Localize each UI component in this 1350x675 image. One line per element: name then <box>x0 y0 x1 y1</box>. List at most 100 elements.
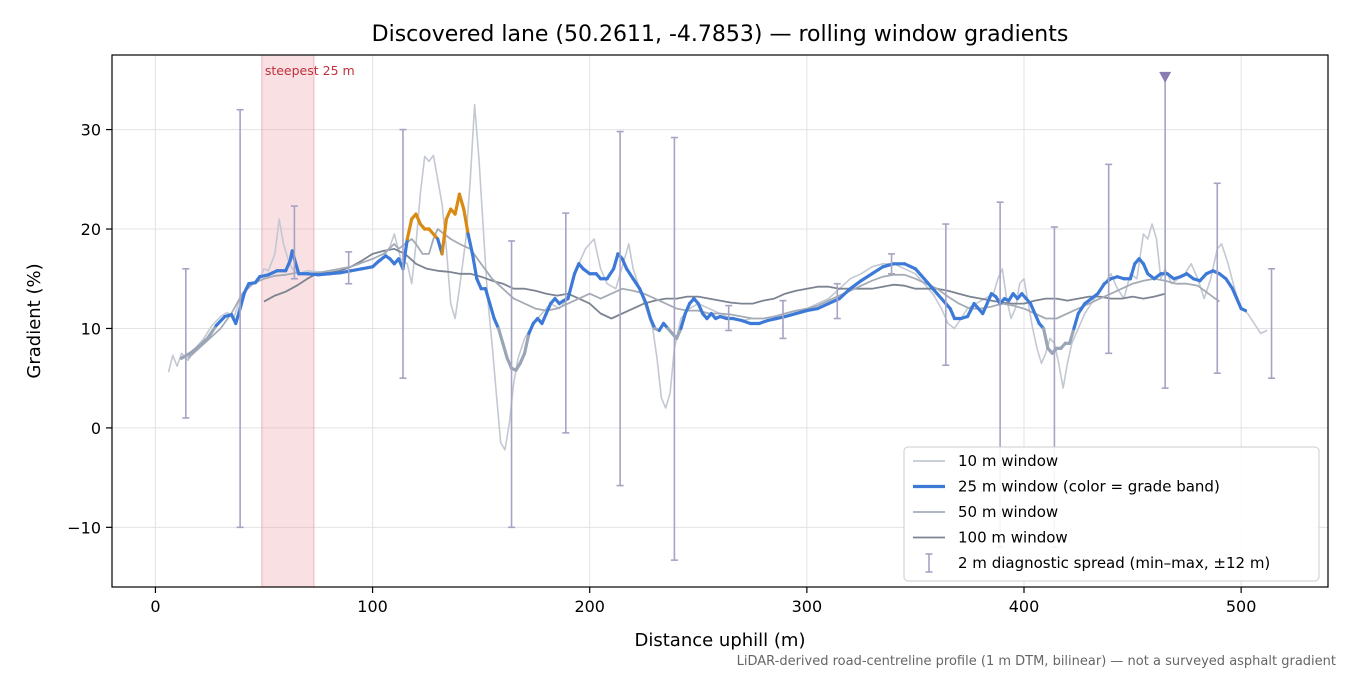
y-tick-label: 30 <box>81 121 101 140</box>
x-tick-label: 100 <box>357 597 388 616</box>
legend-label: 100 m window <box>958 529 1068 547</box>
x-axis-label: Distance uphill (m) <box>635 630 806 651</box>
series-25m-window-segment <box>1028 301 1037 316</box>
series-25m-window-segment <box>444 207 453 221</box>
series-25m-window-segment <box>805 306 820 313</box>
series-25m-window-segment <box>470 252 479 281</box>
axis-ticks: 0 100 200 300 400 500 −10 0 10 20 30 <box>67 121 1256 616</box>
series-100m-window <box>263 248 1166 320</box>
legend: 10 m window 25 m window (color = grade ba… <box>903 446 1320 582</box>
series-25m-window-segment <box>605 267 616 281</box>
series-25m-window-segment <box>305 272 320 277</box>
legend-label: 25 m window (color = grade band) <box>958 478 1220 496</box>
series-25m-window-segment <box>1033 311 1041 326</box>
series-25m-window-segment <box>566 272 577 301</box>
series-25m-window-segment <box>492 316 501 331</box>
series-25m-window-segment <box>1224 277 1235 291</box>
series-25m-window-segment <box>466 232 475 256</box>
series-25m-window-segment <box>1230 287 1239 301</box>
series-25m-window-segment <box>501 341 509 360</box>
series-25m-window-segment <box>527 321 535 336</box>
series-25m-window-segment <box>948 306 957 321</box>
y-tick-label: −10 <box>67 518 101 537</box>
x-tick-label: 400 <box>1009 597 1040 616</box>
series-25m-window-segment <box>679 311 687 331</box>
series-25m-window-segment <box>902 262 918 271</box>
series-25m-window-segment <box>1235 297 1243 311</box>
series-25m-window-segment <box>188 344 201 355</box>
series-25m-window-segment <box>611 252 620 271</box>
series-25m-window-segment <box>981 301 989 316</box>
y-tick-label: 20 <box>81 220 101 239</box>
series-25m-window-segment <box>859 272 874 283</box>
series-25m-window-segment <box>475 277 483 291</box>
series-25m-window-segment <box>848 279 863 291</box>
steepest-band <box>261 54 315 588</box>
series-25m-window-segment <box>205 323 218 341</box>
series-25m-window-segment <box>197 336 210 348</box>
series-25m-window-segment <box>870 265 885 276</box>
series-25m-window-segment <box>965 301 976 319</box>
y-tick-label: 0 <box>91 419 101 438</box>
series-25m-window-segment <box>457 192 466 211</box>
series-25m-window-segment <box>544 301 553 316</box>
series-25m-window-segment <box>316 272 331 277</box>
series-25m-window-segment <box>1141 262 1150 276</box>
series-25m-window-segment <box>985 292 994 306</box>
footnote: LiDAR-derived road-centreline profile (1… <box>737 654 1336 669</box>
series-25m-window-segment <box>496 326 505 345</box>
x-tick-label: 300 <box>792 597 823 616</box>
series-25m-window-segment <box>518 351 527 365</box>
series-layer <box>167 103 1268 451</box>
series-25m-window-segment <box>414 212 422 226</box>
series-25m-window-segment <box>794 308 809 316</box>
series-25m-window-segment <box>837 287 852 301</box>
series-25m-window-segment <box>648 316 657 331</box>
series-25m-window-segment <box>1239 306 1248 313</box>
series-25m-window-segment <box>1096 282 1106 296</box>
legend-label: 50 m window <box>958 503 1058 521</box>
series-25m-window-segment <box>1072 311 1080 331</box>
plot-frame <box>111 54 1329 588</box>
series-25m-window-segment <box>284 259 292 273</box>
highlight-band-layer: steepest 25 m <box>261 54 355 588</box>
series-25m-window-segment <box>440 217 448 256</box>
series-25m-window-segment <box>572 262 581 276</box>
legend-box <box>903 446 1320 582</box>
series-25m-window-segment <box>488 301 496 321</box>
legend-label: 10 m window <box>958 452 1058 470</box>
series-25m-window-segment <box>1128 262 1137 281</box>
y-axis-label: Gradient (%) <box>24 263 45 378</box>
peak-marker <box>1159 71 1172 83</box>
series-25m-window-segment <box>522 331 531 355</box>
series-25m-window-segment <box>349 267 364 273</box>
series-25m-window-segment <box>620 257 629 271</box>
series-25m-window-segment <box>1076 301 1087 316</box>
series-25m-window-segment <box>674 326 683 341</box>
y-tick-label: 10 <box>81 319 101 338</box>
steepest-band-label: steepest 25 m <box>265 63 355 78</box>
series-25m-window-segment <box>696 301 705 316</box>
series-25m-window-segment <box>405 217 414 241</box>
legend-label: 2 m diagnostic spread (min–max, ±12 m) <box>958 554 1270 572</box>
series-25m-window-segment <box>783 311 798 319</box>
series-25m-window-segment <box>1067 326 1076 345</box>
series-25m-window-segment <box>638 287 648 306</box>
series-50m-window <box>187 228 1220 359</box>
series-25m-window-segment <box>483 287 492 306</box>
series-25m-window-segment <box>683 301 692 316</box>
x-tick-label: 0 <box>150 597 160 616</box>
series-25m-window-segment <box>360 265 375 271</box>
series-25m-window-segment <box>540 311 548 326</box>
series-25m-window-segment <box>913 267 926 281</box>
chart-title: Discovered lane (50.2611, -4.7853) — rol… <box>372 22 1069 47</box>
series-25m-window-segment <box>214 314 227 328</box>
series-25m-window-segment <box>631 277 642 291</box>
series-25m-window-segment <box>922 277 935 291</box>
series-25m-window-segment <box>1041 326 1050 350</box>
series-25m-window-segment <box>644 301 653 321</box>
series-25m-window-segment <box>625 267 635 281</box>
series-25m-window-segment <box>242 282 251 295</box>
x-tick-label: 200 <box>574 597 605 616</box>
